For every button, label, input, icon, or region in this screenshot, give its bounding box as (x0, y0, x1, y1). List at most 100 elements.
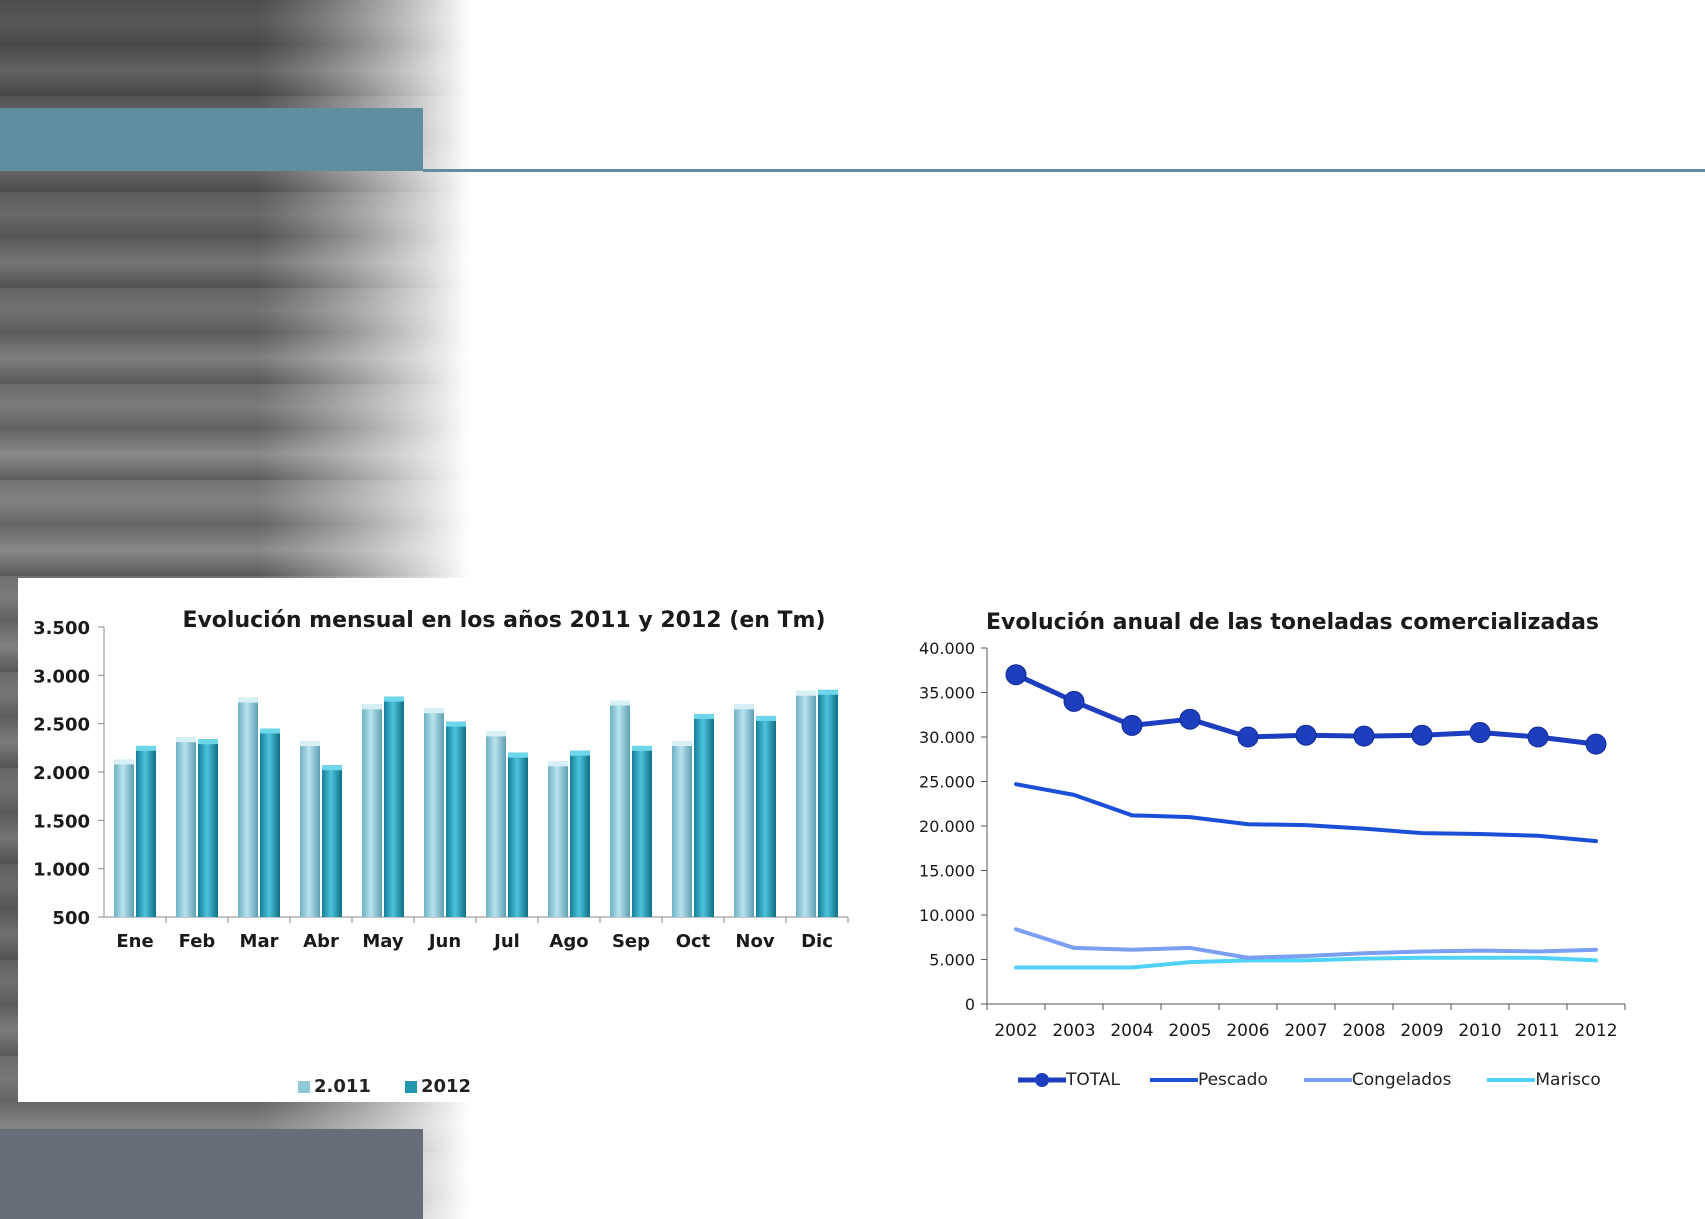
point-total-2007 (1295, 724, 1317, 746)
legend-label-2012: 2012 (420, 1076, 472, 1097)
bar-cap-dic-2012 (818, 689, 838, 695)
bar-cap-dic-2-011 (796, 690, 816, 696)
bar-ago-2012 (570, 750, 590, 917)
bar-cap-feb-2012 (198, 739, 218, 745)
bar-cap-sep-2-011 (610, 700, 630, 706)
point-total-2008 (1353, 725, 1375, 747)
monthly-bar-chart-panel: Evolución mensual en los años 2011 y 201… (18, 578, 880, 1102)
legend-item-marisco: Marisco (1487, 1070, 1601, 1090)
annual-line-chart-panel: Evolución anual de las toneladas comerci… (880, 578, 1705, 1102)
bar-cap-jul-2012 (508, 752, 528, 758)
point-total-2012 (1585, 733, 1607, 755)
point-total-2010 (1469, 722, 1491, 744)
bar-jun-2012 (446, 721, 466, 917)
bar-cap-feb-2-011 (176, 737, 196, 743)
bar-chart-legend: 2.011 2012 (298, 1076, 471, 1097)
bar-sep-2-011 (610, 700, 630, 917)
bar-feb-2012 (198, 739, 218, 917)
legend-swatch-congelados (1303, 1078, 1352, 1082)
bar-dic-2-011 (796, 690, 816, 917)
line-chart-legend: TOTAL Pescado Congelados Marisco (1018, 1070, 1601, 1090)
bar-x-tick-label: Abr (303, 931, 339, 952)
legend-swatch-marisco (1487, 1078, 1536, 1082)
bar-cap-ene-2012 (136, 745, 156, 751)
line-y-tick-label: 30.000 (919, 728, 975, 747)
bar-y-tick-label: 2.500 (33, 715, 90, 736)
bar-cap-jun-2012 (446, 721, 466, 727)
line-chart-svg: 0 5.000 10.000 15.000 20.000 25.000 30.000 35.0… (919, 639, 1626, 1041)
bar-y-tick-label: 1.000 (33, 860, 90, 881)
bar-cap-abr-2012 (322, 765, 342, 771)
legend-item-total: TOTAL (1018, 1070, 1120, 1090)
bar-cap-oct-2-011 (672, 741, 692, 747)
bar-cap-jul-2-011 (486, 731, 506, 737)
bar-mar-2-011 (238, 697, 258, 917)
bar-cap-ago-2-011 (548, 761, 568, 767)
bar-x-tick-label: Ago (549, 931, 588, 952)
bar-cap-nov-2-011 (734, 704, 754, 710)
bar-cap-sep-2012 (632, 745, 652, 751)
line-y-tick-label: 35.000 (919, 684, 975, 703)
bar-cap-oct-2012 (694, 714, 714, 719)
bar-nov-2012 (756, 715, 776, 917)
bar-abr-2-011 (300, 741, 320, 917)
bar-x-tick-label: Ene (116, 931, 153, 952)
header-accent-bar (0, 108, 423, 171)
line-x-tick-label: 2004 (1110, 1021, 1153, 1041)
bar-x-tick-label: Dic (801, 931, 833, 952)
line-x-tick-label: 2007 (1284, 1021, 1327, 1041)
line-y-tick-label: 5.000 (929, 951, 975, 970)
bar-feb-2-011 (176, 737, 196, 917)
line-y-tick-label: 0 (965, 995, 975, 1014)
bar-may-2012 (384, 696, 404, 917)
bar-x-tick-label: Feb (179, 931, 216, 952)
legend-label-marisco: Marisco (1535, 1070, 1601, 1090)
point-total-2003 (1063, 690, 1085, 712)
bar-cap-mar-2-011 (238, 697, 258, 703)
legend-label-congelados: Congelados (1351, 1070, 1452, 1090)
legend-label-2011: 2.011 (314, 1076, 371, 1097)
legend-item-congelados: Congelados (1303, 1070, 1452, 1090)
bar-jul-2-011 (486, 731, 506, 917)
line-y-tick-label: 15.000 (919, 862, 975, 881)
bar-x-tick-label: Sep (612, 931, 650, 952)
bar-y-tick-label: 1.500 (33, 811, 90, 832)
legend-label-pescado: Pescado (1197, 1070, 1268, 1090)
bar-x-tick-label: Oct (676, 931, 711, 952)
line-x-tick-label: 2002 (994, 1021, 1037, 1041)
bar-cap-mar-2012 (260, 728, 280, 734)
bar-may-2-011 (362, 704, 382, 917)
bar-cap-ago-2012 (570, 750, 590, 756)
line-y-tick-label: 10.000 (919, 906, 975, 925)
bar-oct-2012 (694, 714, 714, 917)
point-total-2009 (1411, 724, 1433, 746)
bar-x-tick-label: May (362, 931, 404, 952)
legend-swatch-pescado (1149, 1078, 1198, 1082)
legend-swatch-2012 (404, 1080, 417, 1093)
line-y-tick-label: 40.000 (919, 639, 975, 658)
line-x-tick-label: 2010 (1458, 1021, 1501, 1041)
legend-label-total: TOTAL (1066, 1070, 1120, 1090)
line-x-tick-label: 2012 (1574, 1021, 1617, 1041)
bar-cap-ene-2-011 (114, 759, 134, 765)
bar-sep-2012 (632, 745, 652, 917)
series-line-pescado (1014, 782, 1598, 844)
series-line-marisco (1014, 955, 1598, 970)
line-x-tick-label: 2003 (1052, 1021, 1095, 1041)
header-rule (423, 169, 1705, 172)
legend-swatch-total (1018, 1073, 1066, 1087)
series-line-congelados (1014, 927, 1598, 960)
bar-jul-2012 (508, 752, 528, 917)
bar-x-tick-label: Nov (735, 931, 774, 952)
line-x-tick-label: 2009 (1400, 1021, 1443, 1041)
bar-x-tick-label: Jul (492, 931, 520, 952)
point-total-2002 (1005, 664, 1027, 686)
point-total-2006 (1237, 726, 1259, 748)
point-total-2011 (1527, 726, 1549, 748)
bar-oct-2-011 (672, 741, 692, 917)
legend-item-pescado: Pescado (1149, 1070, 1268, 1090)
line-x-tick-label: 2008 (1342, 1021, 1385, 1041)
bar-y-tick-label: 3.000 (33, 666, 90, 687)
bar-chart-svg: 500 1.000 1.500 2.000 2.500 3.000 3.500 Ene Feb M… (33, 618, 849, 952)
legend-item-2012: 2012 (404, 1076, 472, 1097)
